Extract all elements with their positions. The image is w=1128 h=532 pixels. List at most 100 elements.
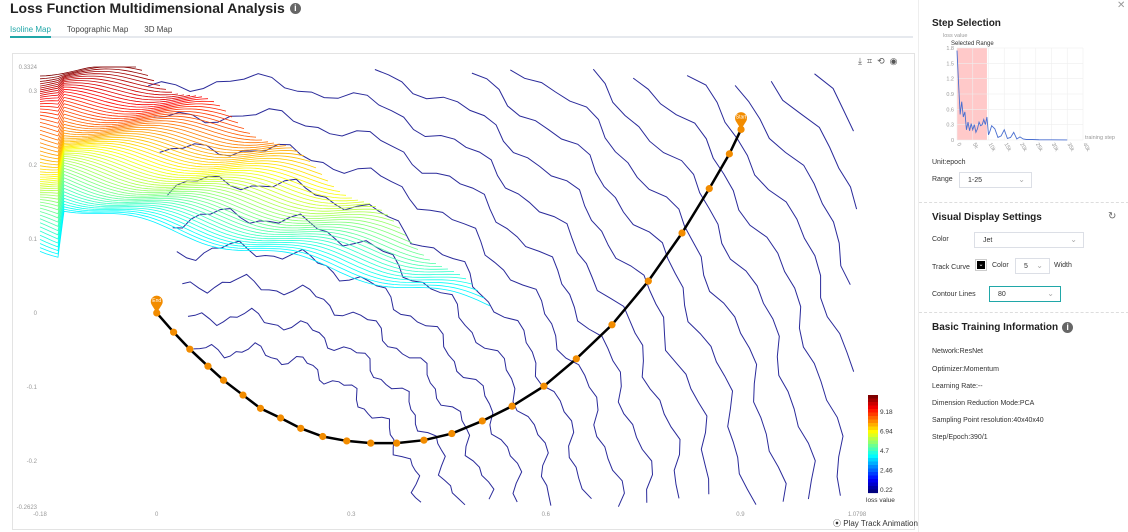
contour-line-colored xyxy=(39,120,263,141)
contours xyxy=(39,66,858,507)
contour-line-colored xyxy=(39,191,449,270)
track-point xyxy=(219,376,228,384)
width-label: Width xyxy=(1054,262,1072,269)
contour-line-colored xyxy=(39,75,167,90)
y-tick-label: 0.3 xyxy=(29,89,38,95)
contour-line-colored xyxy=(39,84,191,101)
colorbar-segment xyxy=(868,458,878,462)
download-icon[interactable]: ⤓ xyxy=(858,56,862,66)
range-select[interactable]: 1-25 ⌄ xyxy=(959,172,1032,188)
eye-icon[interactable]: ◉ xyxy=(889,56,898,66)
x-tick-label: 0 xyxy=(955,142,962,148)
range-value: 1-25 xyxy=(968,177,983,184)
track-point xyxy=(420,436,428,444)
contour-line-colored xyxy=(39,68,149,82)
colorbar-segment xyxy=(868,412,878,417)
contour-line-colored xyxy=(39,131,293,156)
track-point xyxy=(725,150,733,158)
track-point xyxy=(608,321,616,329)
colorbar-segment xyxy=(868,475,878,480)
crop-icon[interactable]: ⌗ xyxy=(866,56,873,66)
isoline-plot: -0.18 0 0.3 0.6 0.9 1.0798 0.3324 0.3 0.2 0.1 0 -0.… xyxy=(17,65,896,518)
colorbar-segment xyxy=(868,454,878,459)
colorbar: 9.18 6.94 4.7 2.46 0.22 loss value xyxy=(866,395,895,504)
track-width-select[interactable]: 5 ⌄ xyxy=(1015,258,1050,274)
contour-line-colored xyxy=(39,203,473,285)
track-point xyxy=(319,432,327,441)
info-icon[interactable]: i xyxy=(1062,322,1074,333)
contour-line-colored xyxy=(39,184,437,264)
y-tick-label: 1.2 xyxy=(946,77,954,83)
colorbar-label: loss value xyxy=(866,497,895,504)
restore-icon[interactable]: ⟲ xyxy=(877,56,885,66)
step-loss-chart[interactable]: 1.8 1.5 1.2 0.9 0.6 0.3 00 5k 10k 15k 20k 25k 30k 35k… xyxy=(919,30,1128,160)
colorbar-segment xyxy=(868,465,878,469)
colormap-select[interactable]: Jet ⌄ xyxy=(974,232,1084,248)
contour-line-colored xyxy=(39,170,413,244)
basic-title-text: Basic Training Information xyxy=(932,322,1059,333)
contour-line-colored xyxy=(39,167,407,236)
tab-3d-map[interactable]: 3D Map xyxy=(144,25,173,34)
contour-line-colored xyxy=(39,197,461,276)
contour-line-colored xyxy=(39,200,467,280)
x-tick-label: 5k xyxy=(971,142,979,150)
contour-line xyxy=(632,77,844,496)
colorbar-tick: 2.46 xyxy=(880,468,893,475)
visual-display-section: Visual Display Settings ↻ Color Jet ⌄ Tra… xyxy=(919,203,1128,313)
contour-line xyxy=(153,108,654,503)
contour-line xyxy=(176,240,523,503)
tab-topographic-map[interactable]: Topographic Map xyxy=(66,25,129,34)
chevron-down-icon: ⌄ xyxy=(977,261,985,269)
contour-line-colored xyxy=(39,159,389,216)
chevron-down-icon: ⌄ xyxy=(1047,289,1054,298)
colorbar-segment xyxy=(868,430,878,434)
play-track-animation-button[interactable]: ⦿ Play Track Animation xyxy=(833,518,918,529)
contour-line-colored xyxy=(39,122,269,144)
tab-isoline-map[interactable]: Isoline Map xyxy=(10,20,51,38)
contour-line-colored xyxy=(39,164,401,229)
step-selection-title: Step Selection xyxy=(932,18,1001,29)
track-point xyxy=(367,439,375,447)
contour-line-colored xyxy=(39,144,335,188)
contour-line xyxy=(471,72,757,505)
isoline-plot-panel xyxy=(12,53,915,530)
contour-lines-select[interactable]: 80 ⌄ xyxy=(989,286,1061,302)
contour-line-colored xyxy=(39,66,136,77)
contour-line xyxy=(770,81,858,210)
colorbar-segment xyxy=(868,398,878,403)
x-tick-label: 15k xyxy=(1003,142,1013,153)
track-point xyxy=(239,391,247,399)
step-selection-section: Step Selection 1.8 1.5 1.2 0.9 0.6 0.3 0 0 5k 10k… xyxy=(919,0,1128,203)
contour-line-colored xyxy=(39,138,317,169)
colorbar-segment xyxy=(868,395,878,399)
info-step-epoch: Step/Epoch:390/1 xyxy=(932,434,988,441)
contour-line-colored xyxy=(39,133,299,160)
colorbar-tick: 0.22 xyxy=(880,487,893,494)
contour-line-colored xyxy=(39,71,155,85)
colorbar-segment xyxy=(868,486,878,490)
refresh-icon[interactable]: ↻ xyxy=(1108,211,1117,222)
track-point xyxy=(508,402,516,410)
contour-line-colored xyxy=(39,210,491,307)
contour-line-colored xyxy=(39,135,305,163)
x-tick-label: 30k xyxy=(1050,142,1060,153)
contour-line-colored xyxy=(39,206,479,291)
contour-line-colored xyxy=(39,113,251,134)
contour-line-colored xyxy=(39,103,233,118)
info-icon[interactable]: i xyxy=(289,2,301,14)
track-point xyxy=(276,414,285,422)
settings-sidebar: Step Selection 1.8 1.5 1.2 0.9 0.6 0.3 0 0 5k 10k… xyxy=(918,0,1128,532)
color-label: Color xyxy=(932,236,949,243)
page-title: Loss Function Multidimensional Analysis i xyxy=(10,0,301,16)
contour-line-colored xyxy=(39,66,143,80)
start-marker-label: Start xyxy=(736,114,747,120)
track-color-picker[interactable]: ⌄ xyxy=(975,259,987,271)
track-point xyxy=(678,229,686,237)
contour-line-colored xyxy=(39,127,281,149)
contour-line-colored xyxy=(39,173,419,250)
close-icon[interactable]: ✕ xyxy=(1117,0,1126,11)
track-point xyxy=(540,382,548,390)
colorbar-segment xyxy=(868,433,878,438)
end-marker-label: End xyxy=(152,298,161,304)
contour-line-colored xyxy=(39,142,329,182)
